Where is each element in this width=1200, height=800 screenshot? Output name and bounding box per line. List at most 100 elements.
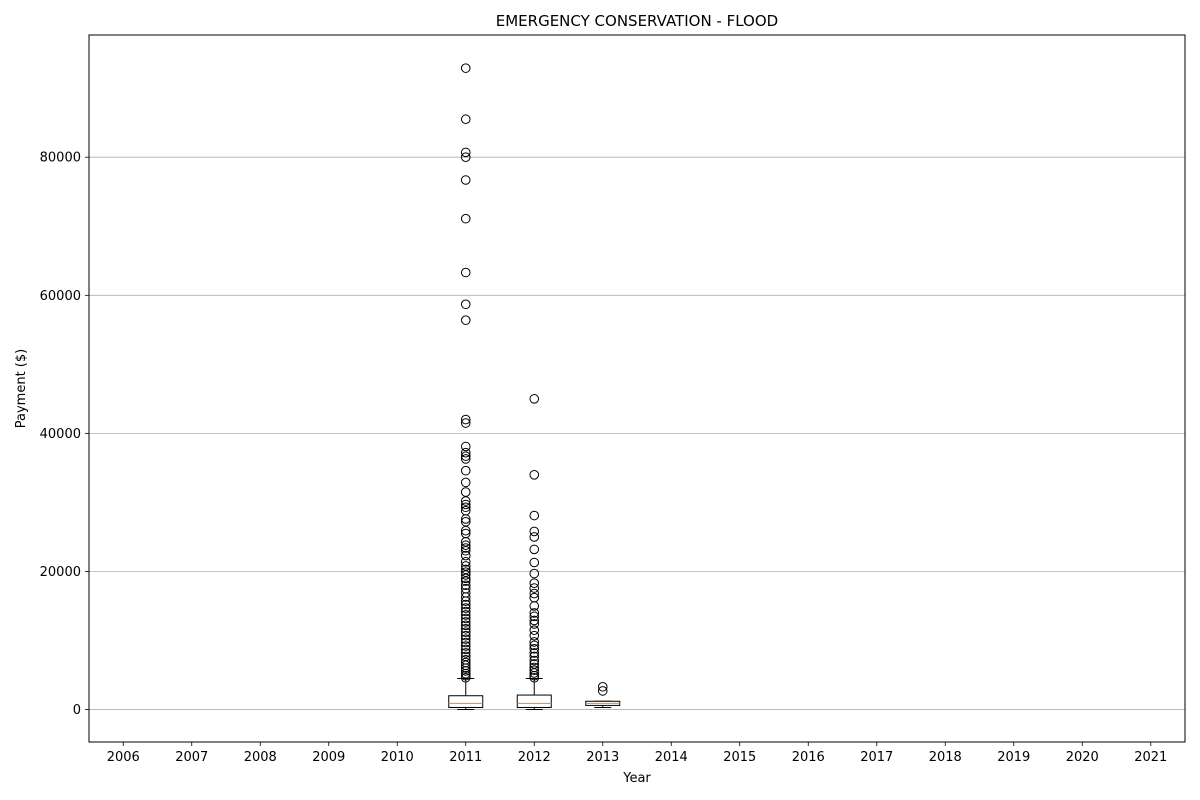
outlier-point [460, 556, 471, 567]
outlier-point [460, 414, 471, 425]
outlier-point [529, 665, 540, 675]
outlier-point [460, 623, 471, 634]
outlier-point [529, 526, 540, 537]
outlier-point [460, 175, 471, 185]
y-axis-title: Payment ($) [14, 349, 29, 428]
outlier-point [460, 550, 471, 561]
plot-area-frame [88, 34, 1186, 743]
outlier-point [460, 648, 471, 658]
outlier-point [529, 510, 540, 521]
outlier-point [529, 625, 540, 635]
outlier-point [460, 63, 471, 73]
x-tick-label: 2013 [586, 750, 619, 765]
outlier-point [460, 451, 471, 461]
outlier-point [460, 447, 471, 458]
outlier-point [460, 114, 471, 125]
outlier-point [597, 686, 608, 696]
outlier-point [529, 668, 540, 678]
outlier-point [460, 573, 471, 584]
outlier-point [529, 470, 540, 480]
iqr-box [448, 695, 484, 708]
outlier-point [460, 666, 471, 676]
y-tick-label: 0 [73, 703, 81, 718]
x-tick-label: 2012 [518, 750, 551, 765]
outlier-point [460, 613, 471, 624]
outlier-point [460, 477, 471, 488]
x-tick-label: 2010 [381, 750, 414, 765]
outlier-point [460, 606, 471, 617]
outlier-point [529, 648, 540, 658]
x-tick-label: 2008 [244, 750, 277, 765]
gridlines [89, 156, 1185, 710]
x-tick-label: 2006 [107, 750, 140, 765]
outlier-point [460, 525, 471, 536]
outlier-point [460, 147, 471, 158]
x-tick-label: 2018 [929, 750, 962, 765]
box-2011 [448, 63, 484, 711]
outlier-point [460, 267, 471, 278]
x-tick-label: 2007 [175, 750, 208, 765]
outlier-point [529, 615, 540, 626]
outlier-point [529, 532, 540, 542]
outlier-point [529, 619, 540, 629]
x-tick-label: 2009 [312, 750, 345, 765]
outlier-point [529, 568, 540, 579]
outlier-point [460, 545, 471, 556]
chart-title: EMERGENCY CONSERVATION - FLOOD [496, 12, 778, 30]
outlier-point [460, 454, 471, 464]
outlier-point [460, 514, 471, 524]
y-tick-label: 60000 [40, 289, 81, 304]
x-tick-label: 2017 [860, 750, 893, 765]
outlier-point [460, 540, 471, 551]
outlier-point [529, 643, 540, 654]
x-tick-label: 2021 [1134, 750, 1167, 765]
outlier-point [460, 592, 471, 602]
box-2012 [516, 394, 552, 711]
outlier-point [460, 543, 471, 553]
x-tick-label: 2015 [723, 750, 756, 765]
boxes [448, 63, 621, 711]
outlier-point [460, 441, 471, 452]
outlier-point [460, 570, 471, 580]
outlier-point [460, 152, 471, 163]
outlier-point [460, 634, 471, 644]
outlier-point [460, 213, 471, 224]
y-tick-label: 20000 [40, 565, 81, 580]
outlier-point [529, 601, 540, 611]
outlier-point [460, 299, 471, 310]
outlier-point [529, 557, 540, 568]
outlier-point [529, 637, 540, 647]
outlier-point [529, 544, 540, 555]
outlier-point [460, 599, 471, 610]
outlier-point [460, 672, 471, 683]
outlier-point [460, 465, 471, 476]
y-tick-label: 80000 [40, 151, 81, 166]
outlier-point [529, 630, 540, 641]
outlier-point [460, 610, 471, 620]
outlier-point [460, 620, 471, 631]
outlier-point [529, 578, 540, 589]
outlier-point [460, 596, 471, 606]
outlier-point [529, 611, 540, 622]
outlier-point [460, 627, 471, 638]
outlier-point [460, 630, 471, 641]
box-2013 [585, 681, 621, 708]
outlier-point [529, 394, 540, 404]
x-tick-label: 2016 [792, 750, 825, 765]
outlier-point [460, 580, 471, 591]
outlier-point [529, 672, 540, 683]
outlier-point [529, 588, 540, 599]
y-tick-label: 40000 [40, 427, 81, 442]
outlier-point [460, 418, 471, 428]
x-tick-label: 2011 [449, 750, 482, 765]
outlier-point [597, 681, 608, 692]
outlier-point [460, 641, 471, 651]
outlier-point [529, 640, 540, 651]
outlier-point [460, 502, 471, 513]
axes: 0 20000 40000 60000 80000 2006 2007 2008 2009 201… [40, 151, 1168, 765]
outlier-point [460, 576, 471, 586]
outlier-point [529, 651, 540, 662]
iqr-box [516, 694, 552, 708]
outlier-point [460, 617, 471, 627]
